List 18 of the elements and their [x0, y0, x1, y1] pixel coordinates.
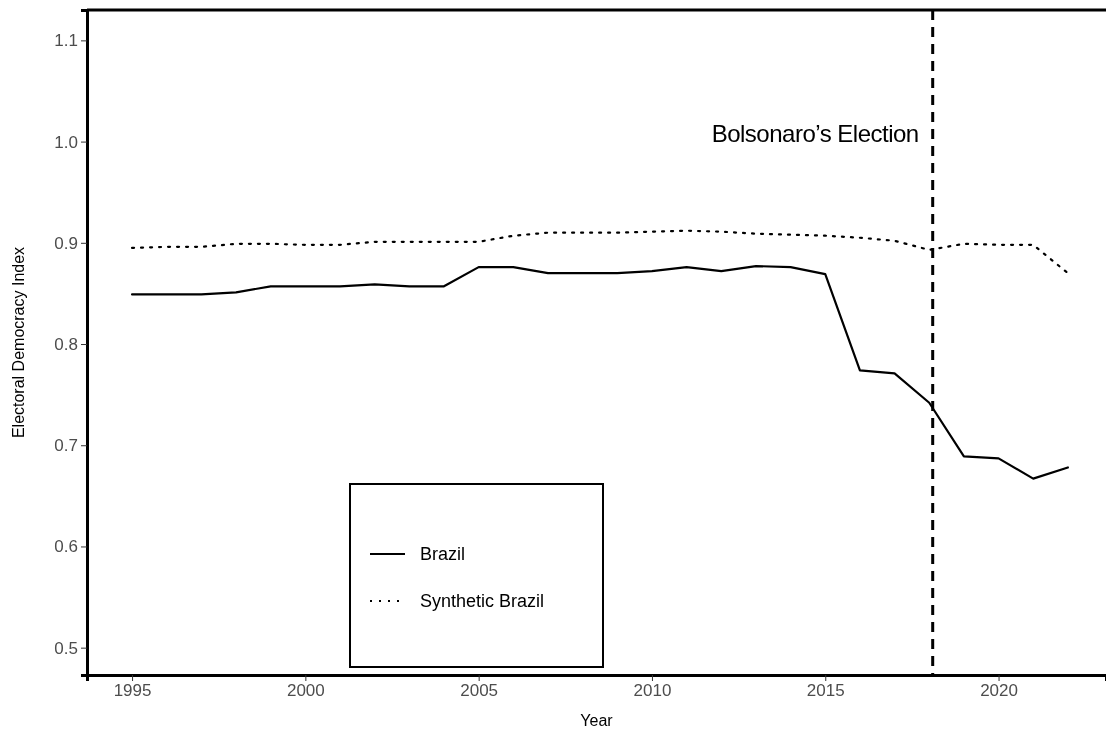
legend-label: Brazil [420, 544, 466, 564]
y-tick-label: 1.1 [54, 31, 78, 51]
y-tick-label: 1.0 [54, 132, 78, 152]
x-tick-label: 2005 [460, 681, 499, 701]
x-tick-label: 2015 [806, 681, 845, 701]
x-tick-label: 2000 [286, 681, 325, 701]
y-tick-label: 0.5 [54, 638, 78, 658]
x-tick-label: 2020 [980, 681, 1018, 701]
y-tick-label: 0.8 [54, 334, 78, 354]
ref-line-label: Bolsonaro’s Election [711, 119, 919, 147]
y-tick-label: 0.7 [54, 436, 78, 456]
legend-label: Synthetic Brazil [420, 591, 545, 611]
x-axis-title: Year [580, 712, 614, 729]
x-tick-label: 1995 [113, 681, 152, 701]
y-tick-label: 0.9 [54, 233, 78, 253]
x-tick-label: 2010 [633, 681, 672, 701]
y-tick-label: 0.6 [54, 537, 78, 557]
y-axis-title: Electoral Democracy Index [10, 246, 27, 439]
